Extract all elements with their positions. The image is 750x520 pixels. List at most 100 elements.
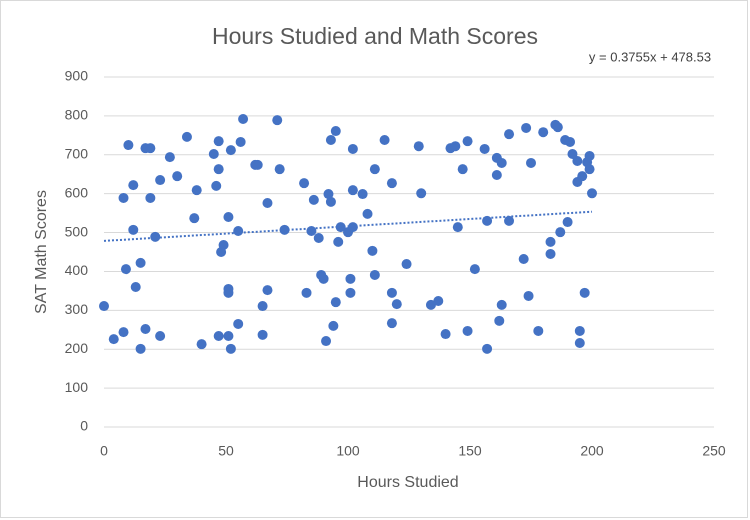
x-tick-label: 250	[702, 443, 726, 459]
point	[533, 325, 544, 336]
point	[401, 259, 412, 270]
point	[272, 115, 283, 126]
point	[574, 325, 585, 336]
point	[425, 299, 436, 310]
point	[140, 324, 151, 334]
point	[145, 143, 156, 154]
point	[494, 315, 505, 326]
point	[328, 320, 339, 331]
point	[135, 343, 146, 354]
point	[313, 233, 324, 243]
point	[120, 264, 131, 275]
point	[347, 222, 358, 233]
x-tick-label: 200	[580, 443, 604, 459]
y-tick-label: 600	[65, 184, 89, 200]
point	[318, 273, 329, 284]
point	[238, 114, 249, 124]
point	[257, 329, 268, 340]
point	[257, 301, 268, 312]
point	[233, 226, 244, 236]
point	[262, 198, 273, 208]
trendline-equation: y = 0.3755x + 478.53	[589, 49, 711, 64]
point	[526, 157, 536, 168]
point	[330, 297, 341, 308]
point	[130, 282, 141, 292]
point	[552, 122, 563, 133]
point	[181, 131, 192, 142]
point	[189, 213, 200, 224]
point	[252, 159, 263, 170]
point	[413, 141, 424, 152]
point	[262, 285, 273, 296]
point	[218, 240, 229, 250]
point	[450, 141, 461, 152]
point	[347, 143, 358, 154]
point	[538, 127, 549, 138]
y-tick-label: 700	[65, 145, 89, 161]
point	[462, 136, 473, 147]
point	[345, 287, 356, 298]
point	[223, 212, 234, 222]
point	[213, 164, 224, 175]
point	[299, 178, 310, 189]
y-axis-label: SAT Math Scores	[33, 190, 50, 314]
point	[211, 180, 222, 191]
point	[545, 248, 556, 259]
point	[150, 231, 161, 242]
point	[325, 135, 336, 145]
point	[452, 222, 463, 233]
point	[233, 318, 244, 329]
point	[523, 290, 534, 301]
point	[504, 129, 515, 140]
point	[386, 318, 397, 329]
point	[379, 135, 390, 145]
point	[323, 189, 334, 200]
point	[572, 156, 583, 166]
point	[225, 343, 236, 354]
point	[433, 296, 444, 306]
point	[462, 325, 473, 336]
chart-title: Hours Studied and Math Scores	[212, 23, 538, 49]
point	[369, 164, 380, 175]
y-tick-label: 200	[65, 340, 89, 356]
point	[345, 273, 356, 284]
point	[386, 178, 397, 189]
point	[496, 299, 507, 310]
point	[562, 217, 573, 228]
point	[482, 343, 493, 354]
point	[518, 254, 529, 264]
point	[213, 331, 224, 341]
point	[584, 164, 595, 175]
point	[213, 136, 224, 147]
point	[584, 150, 595, 161]
point	[128, 180, 139, 191]
point	[386, 287, 397, 298]
point	[118, 192, 129, 203]
y-tick-label: 100	[65, 379, 89, 395]
trendline	[103, 210, 593, 242]
y-tick-label: 500	[65, 223, 89, 239]
point	[108, 334, 119, 345]
point	[191, 185, 202, 196]
point	[321, 336, 332, 347]
point	[369, 269, 380, 280]
point	[579, 287, 590, 298]
y-tick-label: 900	[65, 68, 89, 84]
point	[235, 136, 246, 147]
point	[504, 215, 515, 226]
point	[367, 245, 378, 256]
y-tick-label: 300	[65, 301, 89, 317]
point	[274, 164, 285, 175]
point	[567, 149, 578, 159]
point	[521, 122, 532, 133]
point	[135, 257, 146, 268]
point	[574, 338, 585, 348]
x-tick-label: 150	[458, 443, 482, 459]
x-tick-label: 50	[218, 443, 234, 459]
point	[362, 208, 373, 219]
point	[565, 136, 576, 147]
point	[391, 299, 402, 310]
point	[196, 339, 207, 350]
